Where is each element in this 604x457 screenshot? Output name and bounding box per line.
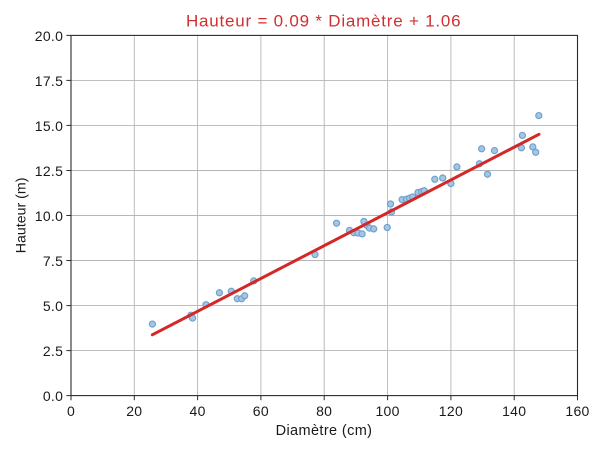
- svg-text:Hauteur = 0.09 * Diamètre + 1.: Hauteur = 0.09 * Diamètre + 1.06: [186, 12, 461, 31]
- svg-text:100: 100: [375, 403, 399, 419]
- svg-text:Diamètre (cm): Diamètre (cm): [276, 423, 373, 439]
- svg-text:5.0: 5.0: [43, 298, 63, 314]
- svg-text:20.0: 20.0: [35, 28, 63, 44]
- svg-text:0: 0: [67, 403, 75, 419]
- svg-text:80: 80: [316, 403, 332, 419]
- svg-text:17.5: 17.5: [35, 73, 63, 89]
- svg-text:20: 20: [126, 403, 142, 419]
- svg-text:12.5: 12.5: [35, 163, 63, 179]
- svg-text:160: 160: [565, 403, 589, 419]
- svg-text:15.0: 15.0: [35, 118, 63, 134]
- svg-text:7.5: 7.5: [43, 253, 63, 269]
- svg-text:10.0: 10.0: [35, 208, 63, 224]
- svg-text:40: 40: [190, 403, 206, 419]
- svg-text:0.0: 0.0: [43, 388, 63, 404]
- svg-text:120: 120: [439, 403, 463, 419]
- svg-text:Hauteur (m): Hauteur (m): [14, 178, 30, 254]
- svg-text:140: 140: [502, 403, 526, 419]
- svg-text:2.5: 2.5: [43, 343, 63, 359]
- svg-text:60: 60: [253, 403, 269, 419]
